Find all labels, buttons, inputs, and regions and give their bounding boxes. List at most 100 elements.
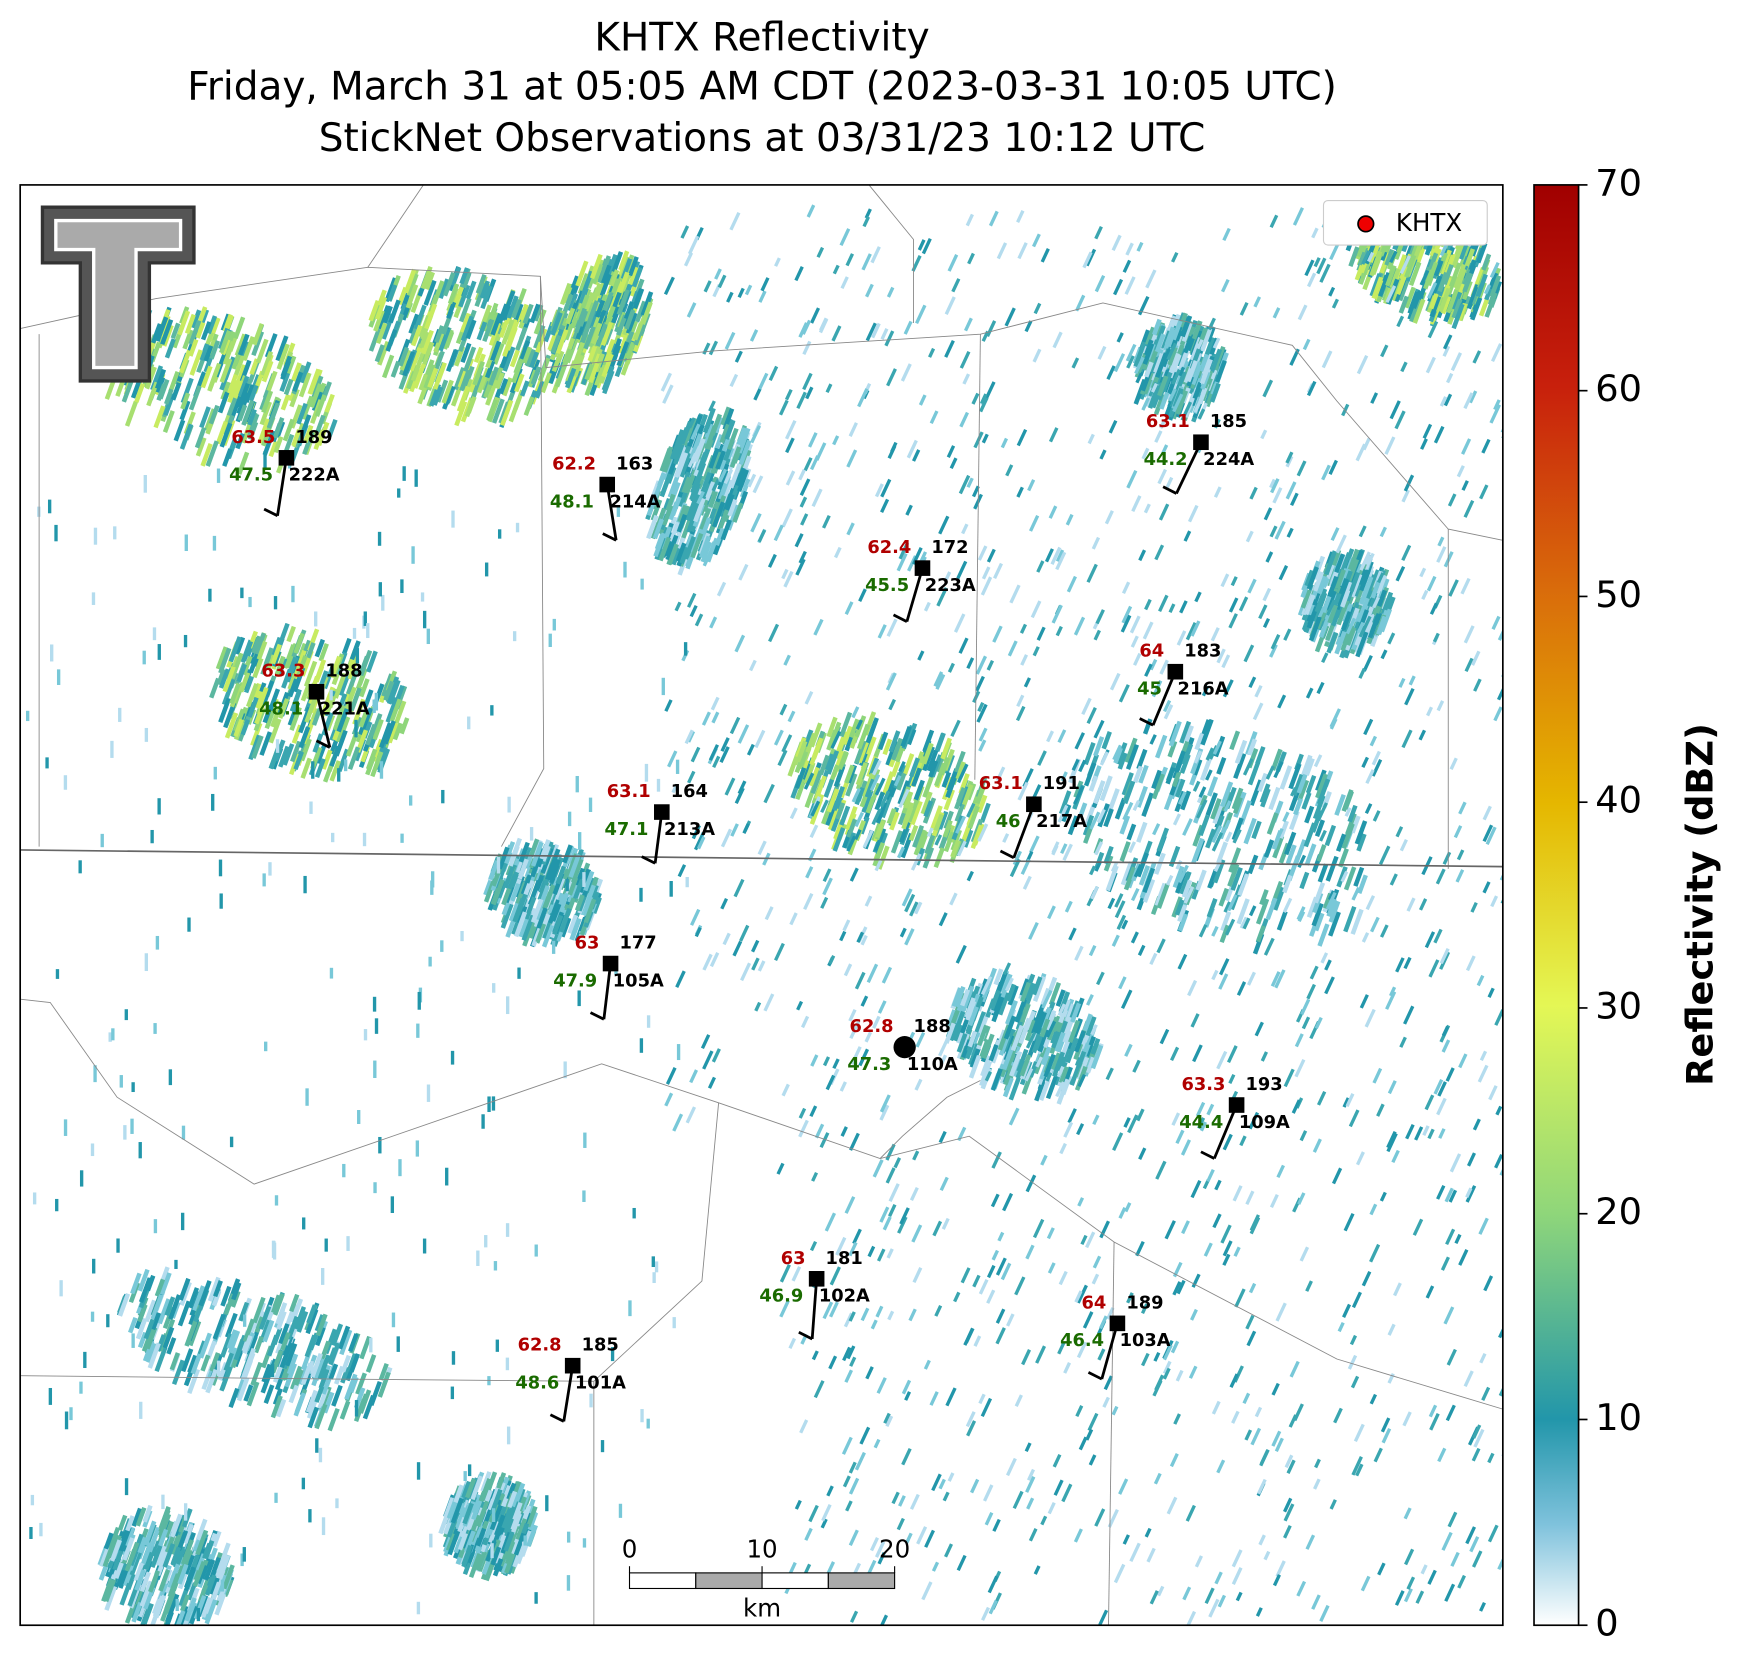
echo — [1138, 549, 1147, 562]
echo — [1306, 983, 1316, 1000]
echo — [854, 740, 867, 765]
echo — [1077, 1197, 1085, 1207]
echo — [986, 1289, 996, 1304]
echo — [1191, 1273, 1201, 1288]
echo — [845, 1500, 853, 1512]
echo — [1105, 1067, 1114, 1081]
echo — [826, 750, 840, 775]
echo — [155, 368, 167, 390]
echo — [804, 691, 814, 705]
echo — [877, 1614, 889, 1626]
echo — [492, 342, 505, 365]
echo — [534, 380, 545, 399]
echo — [363, 689, 374, 708]
echo — [1254, 1021, 1264, 1037]
echo — [803, 892, 814, 910]
echo — [1481, 1386, 1491, 1401]
echo — [1328, 286, 1336, 297]
echo — [888, 1183, 900, 1202]
echo — [259, 401, 272, 426]
echo — [1238, 596, 1249, 612]
echo — [899, 821, 911, 844]
echo — [156, 383, 167, 402]
echo — [1324, 959, 1332, 971]
echo — [1343, 790, 1354, 810]
echo — [588, 362, 600, 384]
echo — [1490, 343, 1503, 363]
echo — [1359, 994, 1369, 1009]
echo — [420, 265, 433, 290]
echo — [279, 371, 291, 392]
echo — [1183, 725, 1194, 743]
echo — [388, 299, 401, 324]
echo — [798, 1119, 809, 1138]
echo — [829, 764, 840, 783]
echo — [1378, 845, 1391, 865]
echo — [1108, 419, 1118, 434]
echo — [739, 924, 750, 942]
echo — [702, 1050, 714, 1070]
echo — [1424, 1094, 1435, 1111]
echo — [1289, 348, 1300, 366]
echo — [1483, 1275, 1494, 1292]
echo — [776, 1162, 785, 1175]
echo — [1082, 1311, 1094, 1329]
echo — [937, 810, 949, 830]
echo — [1488, 1085, 1498, 1101]
echo — [1313, 912, 1325, 932]
echo — [1255, 898, 1270, 925]
echo — [877, 1000, 887, 1014]
echo — [1191, 837, 1205, 865]
echo — [124, 400, 139, 427]
echo — [1151, 773, 1165, 800]
echo — [826, 716, 838, 738]
echo — [293, 751, 304, 770]
echo — [1357, 874, 1368, 895]
echo — [1119, 841, 1131, 862]
echo — [865, 796, 876, 814]
echo — [589, 253, 603, 280]
echo — [842, 1475, 851, 1488]
echo — [1372, 810, 1381, 822]
echo — [890, 737, 903, 761]
echo — [432, 280, 445, 305]
echo — [1059, 1142, 1067, 1155]
echo — [1445, 1404, 1456, 1422]
echo — [1040, 1515, 1048, 1526]
echo — [1370, 392, 1379, 404]
echo — [689, 604, 698, 618]
echo — [975, 655, 988, 675]
echo — [886, 618, 898, 637]
echo — [1094, 851, 1105, 870]
echo — [889, 811, 900, 831]
echo — [519, 380, 530, 397]
echo — [1246, 971, 1256, 986]
echo — [424, 271, 435, 291]
echo — [956, 1554, 967, 1572]
echo — [1231, 1410, 1240, 1424]
echo — [153, 405, 166, 429]
echo — [374, 296, 388, 320]
echo — [1247, 738, 1258, 756]
echo — [1463, 625, 1475, 644]
echo — [1313, 1478, 1321, 1490]
echo — [575, 320, 587, 340]
echo — [227, 379, 240, 403]
echo — [809, 740, 823, 766]
echo — [1484, 292, 1498, 318]
echo — [855, 762, 868, 786]
echo — [1387, 632, 1396, 645]
echo — [505, 290, 516, 308]
echo — [327, 1407, 340, 1432]
echo — [1314, 1458, 1321, 1469]
echo — [912, 1150, 920, 1161]
echo — [880, 498, 890, 513]
echo — [768, 365, 779, 382]
echo — [458, 284, 471, 308]
echo — [1331, 1167, 1343, 1185]
echo — [235, 364, 247, 386]
echo — [287, 678, 299, 698]
echo — [611, 251, 624, 273]
echo — [1314, 1016, 1323, 1030]
echo — [188, 319, 202, 345]
